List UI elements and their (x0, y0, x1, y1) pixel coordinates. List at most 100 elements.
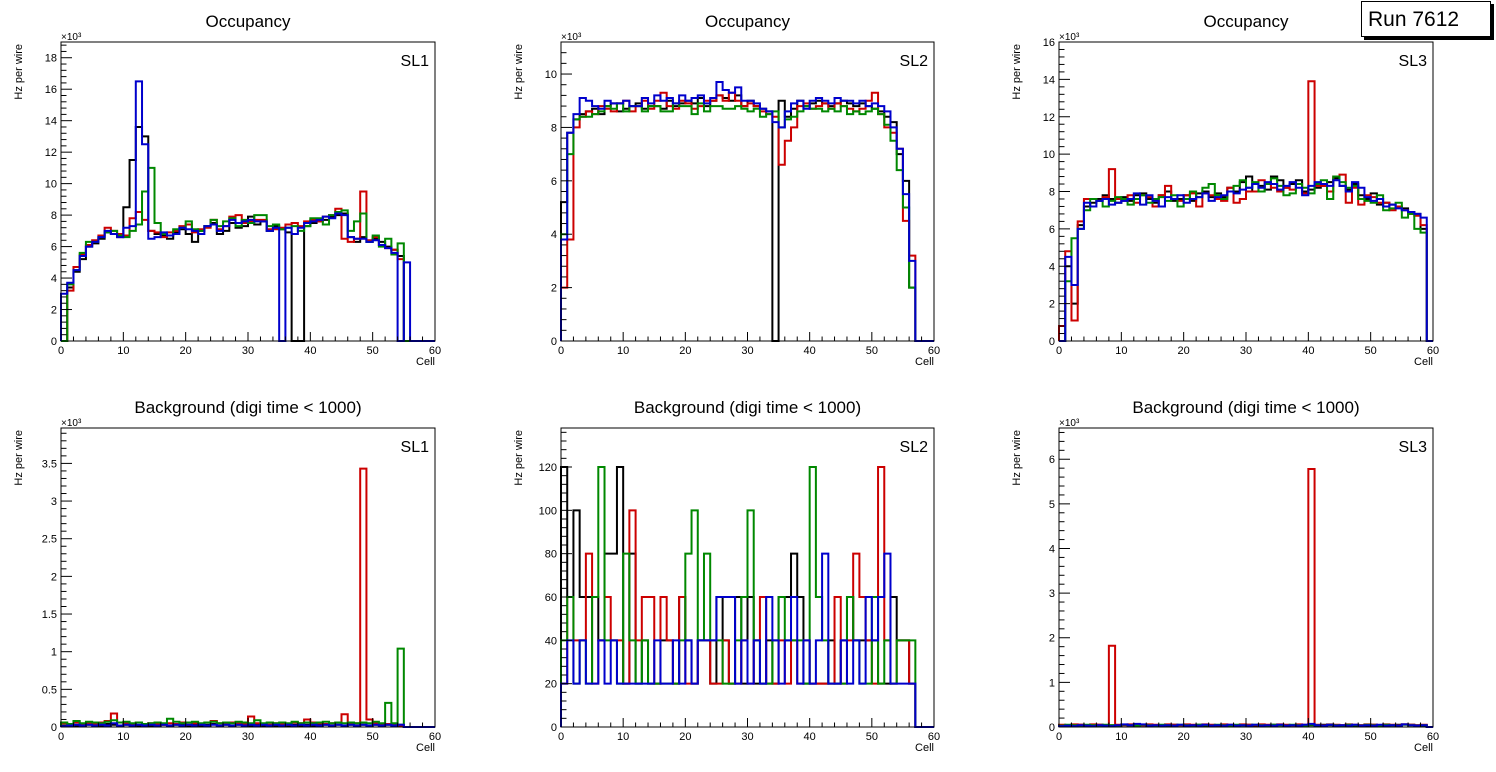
series-layer4 (60, 80, 435, 342)
y-tick-label: 10 (545, 69, 557, 81)
x-tick-label: 40 (1302, 731, 1314, 743)
x-tick-label: 40 (1302, 345, 1314, 357)
y-tick-label: 14 (1043, 74, 1055, 86)
y-tick-label: 10 (1043, 149, 1055, 161)
y-axis-label: Hz per wire (13, 430, 25, 486)
y-tick-label: 2 (1049, 633, 1055, 645)
y-axis-label: Hz per wire (513, 44, 525, 100)
y-tick-label: 20 (545, 679, 557, 691)
x-tick-label: 10 (617, 345, 629, 357)
y-tick-label: 6 (551, 176, 557, 188)
y-tick-label: 8 (551, 122, 557, 134)
x-axis-label: Cell (1414, 742, 1433, 754)
series-layer4 (560, 552, 934, 728)
y-axis-exponent: ×10³ (1059, 418, 1080, 429)
y-tick-label: 0 (51, 722, 57, 734)
x-axis-label: Cell (1414, 356, 1433, 368)
x-tick-label: 60 (429, 345, 441, 357)
series-layer2 (1058, 468, 1433, 728)
y-tick-label: 8 (1049, 187, 1055, 199)
y-axis-exponent: ×10³ (61, 32, 82, 43)
chart-title: Occupancy (205, 12, 291, 31)
x-tick-label: 10 (117, 345, 129, 357)
y-tick-label: 80 (545, 549, 557, 561)
y-tick-label: 0.5 (42, 684, 57, 696)
x-tick-label: 40 (804, 345, 816, 357)
x-tick-label: 30 (1240, 731, 1252, 743)
y-tick-label: 120 (539, 462, 557, 474)
panel-label: SL2 (900, 439, 929, 456)
series-layer4 (560, 81, 934, 342)
plot-frame (560, 41, 935, 342)
y-axis-exponent: ×10³ (61, 418, 82, 429)
y-tick-label: 0 (551, 722, 557, 734)
y-tick-label: 16 (1043, 37, 1055, 49)
panel-label: SL3 (1399, 53, 1428, 70)
x-tick-label: 10 (1115, 731, 1127, 743)
series-layer1 (560, 94, 934, 342)
series-layer2 (1058, 80, 1433, 342)
y-tick-label: 10 (45, 179, 57, 191)
x-tick-label: 0 (58, 345, 64, 357)
plot-frame (60, 427, 436, 728)
chart-title: Background (digi time < 1000) (134, 398, 361, 417)
x-tick-label: 50 (1365, 731, 1377, 743)
panel-label: SL1 (401, 439, 430, 456)
y-tick-label: 3 (51, 496, 57, 508)
x-tick-label: 0 (58, 731, 64, 743)
x-tick-label: 20 (1178, 731, 1190, 743)
x-axis-label: Cell (915, 742, 934, 754)
x-tick-label: 20 (180, 731, 192, 743)
chart-title: Background (digi time < 1000) (634, 398, 861, 417)
x-tick-label: 50 (1365, 345, 1377, 357)
y-tick-label: 14 (45, 116, 57, 128)
chart-title: Occupancy (705, 12, 791, 31)
x-tick-label: 60 (429, 731, 441, 743)
y-tick-label: 3 (1049, 588, 1055, 600)
x-tick-label: 50 (866, 731, 878, 743)
plot-frame (60, 41, 436, 342)
panel-label: SL2 (900, 53, 929, 70)
y-tick-label: 8 (51, 210, 57, 222)
x-axis-label: Cell (416, 742, 435, 754)
series-layer2 (560, 91, 934, 342)
x-tick-label: 30 (242, 345, 254, 357)
y-axis-label: Hz per wire (513, 430, 525, 486)
y-tick-label: 2 (51, 305, 57, 317)
y-axis-label: Hz per wire (1011, 430, 1023, 486)
x-tick-label: 20 (180, 345, 192, 357)
y-tick-label: 16 (45, 84, 57, 96)
y-tick-label: 2 (551, 283, 557, 295)
chart-panel-6: Background (digi time < 1000) Hz per wire… (1011, 398, 1439, 754)
y-tick-label: 12 (45, 147, 57, 159)
y-tick-label: 0 (1049, 722, 1055, 734)
y-tick-label: 4 (1049, 261, 1055, 273)
y-tick-label: 2.5 (42, 534, 57, 546)
y-axis-exponent: ×10³ (561, 32, 582, 43)
y-tick-label: 1 (51, 647, 57, 659)
x-axis-label: Cell (915, 356, 934, 368)
panel-label: SL1 (401, 53, 430, 70)
y-tick-label: 12 (1043, 112, 1055, 124)
x-tick-label: 10 (1115, 345, 1127, 357)
y-tick-label: 3.5 (42, 458, 57, 470)
y-axis-label: Hz per wire (1011, 44, 1023, 100)
y-tick-label: 40 (545, 635, 557, 647)
x-tick-label: 0 (1056, 345, 1062, 357)
y-tick-label: 4 (51, 273, 57, 285)
y-tick-label: 2 (51, 571, 57, 583)
series-layer4 (1059, 179, 1433, 342)
chart-title: Background (digi time < 1000) (1132, 398, 1359, 417)
series-layer3 (61, 166, 435, 342)
x-tick-label: 30 (1240, 345, 1252, 357)
y-axis-exponent: ×10³ (1059, 32, 1080, 43)
x-tick-label: 60 (1427, 345, 1439, 357)
chart-title: Occupancy (1203, 12, 1289, 31)
x-tick-label: 60 (928, 345, 940, 357)
y-tick-label: 4 (551, 229, 557, 241)
y-tick-label: 6 (51, 242, 57, 254)
chart-panel-5: Background (digi time < 1000) Hz per wire… (513, 398, 940, 754)
